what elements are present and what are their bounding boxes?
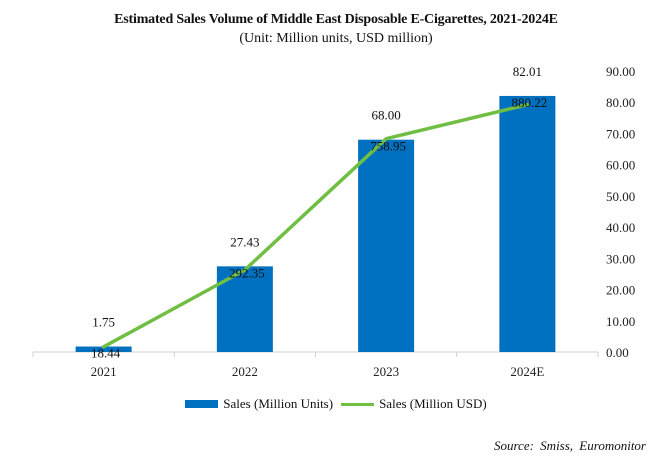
source-note: Source: Smiss, Euromonitor	[493, 438, 646, 453]
y-tick-label: 50.00	[606, 189, 635, 204]
x-tick-label: 2022	[232, 364, 258, 379]
y-tick-label: 80.00	[606, 95, 635, 110]
legend-item-usd: Sales (Million USD)	[341, 396, 487, 412]
y-tick-label: 60.00	[606, 158, 635, 173]
bar	[499, 95, 556, 352]
line-series-usd	[101, 102, 530, 349]
line-data-label: 758.95	[370, 139, 406, 154]
line-data-label: 880.22	[512, 95, 548, 110]
legend-label-units: Sales (Million Units)	[223, 396, 334, 411]
bar	[75, 346, 132, 352]
x-tick-label: 2024E	[510, 364, 544, 379]
bar-data-label: 68.00	[372, 108, 401, 123]
legend-item-units: Sales (Million Units)	[185, 396, 333, 412]
y-tick-label: 40.00	[606, 220, 635, 235]
x-tick-label: 2021	[91, 364, 117, 379]
y-tick-label: 0.00	[606, 345, 629, 360]
y-tick-label: 70.00	[606, 126, 635, 141]
legend: Sales (Million Units) Sales (Million USD…	[0, 396, 672, 412]
chart-title: Estimated Sales Volume of Middle East Di…	[114, 12, 558, 27]
line-data-label: 18.44	[91, 346, 121, 361]
y-tick-label: 10.00	[606, 314, 635, 329]
line-data-label: 292.35	[229, 265, 265, 280]
y-tick-label: 90.00	[606, 64, 635, 79]
bar-data-label: 27.43	[230, 234, 259, 249]
x-tick-label: 2023	[373, 364, 399, 379]
y-tick-label: 20.00	[606, 283, 635, 298]
bar-data-label: 82.01	[513, 64, 542, 79]
bar	[358, 139, 415, 352]
legend-swatch-line	[341, 402, 375, 406]
legend-label-usd: Sales (Million USD)	[379, 396, 487, 411]
y-tick-label: 30.00	[606, 251, 635, 266]
bar-data-label: 1.75	[92, 315, 115, 330]
legend-swatch-bar	[185, 400, 219, 408]
chart-subtitle: (Unit: Million units, USD million)	[239, 31, 433, 46]
